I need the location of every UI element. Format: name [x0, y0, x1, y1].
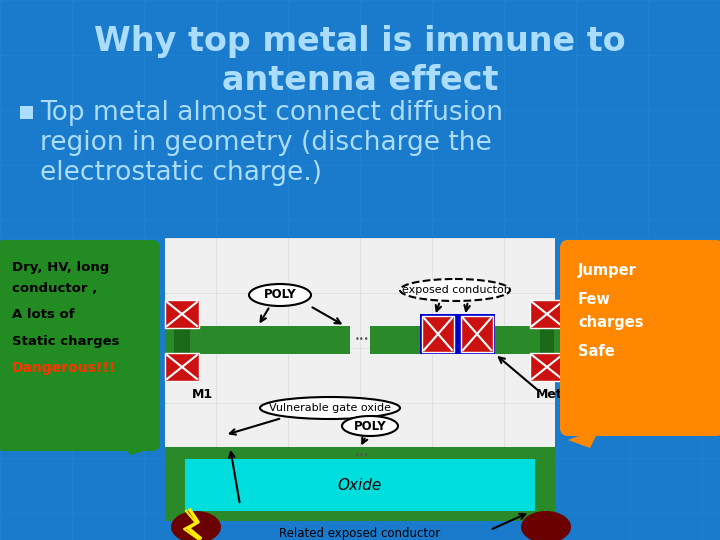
Bar [165, 447, 555, 459]
Text: M1: M1 [192, 388, 212, 401]
Bar [175, 459, 545, 511]
Text: Oxide: Oxide [338, 477, 382, 492]
Bar [165, 326, 350, 354]
Text: Met1: Met1 [536, 388, 572, 401]
Text: Top metal almost connect diffusion: Top metal almost connect diffusion [40, 100, 503, 126]
Polygon shape [120, 438, 155, 455]
Text: POLY: POLY [354, 420, 387, 433]
Ellipse shape [521, 511, 571, 540]
Bar [165, 511, 555, 521]
Text: POLY: POLY [264, 288, 297, 301]
Bar [20, 106, 33, 119]
Text: A lots of: A lots of [12, 308, 75, 321]
Text: region in geometry (discharge the: region in geometry (discharge the [40, 130, 492, 156]
Bar [535, 447, 555, 521]
Text: electrostatic charge.): electrostatic charge.) [40, 160, 322, 186]
Bar [420, 314, 495, 354]
Text: conductor ,: conductor , [12, 281, 97, 294]
Bar [461, 316, 493, 352]
Ellipse shape [342, 416, 398, 436]
Text: Why top metal is immune to: Why top metal is immune to [94, 25, 626, 58]
Bar [555, 238, 720, 540]
Bar [530, 300, 564, 328]
Ellipse shape [171, 511, 221, 540]
Text: Static charges: Static charges [12, 335, 120, 348]
Text: antenna effect: antenna effect [222, 64, 498, 97]
Bar [540, 300, 554, 381]
Bar [422, 316, 454, 352]
Bar [0, 238, 165, 540]
Text: Dangerous!!!: Dangerous!!! [12, 361, 117, 375]
FancyBboxPatch shape [0, 240, 160, 451]
Bar [530, 353, 564, 381]
Bar [0, 238, 720, 540]
Ellipse shape [400, 279, 510, 301]
Bar [165, 353, 199, 381]
FancyBboxPatch shape [560, 240, 720, 436]
Text: Jumper: Jumper [578, 262, 637, 278]
Text: Few: Few [578, 293, 611, 307]
Text: Related exposed conductor: Related exposed conductor [279, 528, 441, 540]
Bar [174, 300, 190, 381]
Text: Vulnerable gate oxide: Vulnerable gate oxide [269, 403, 391, 413]
Ellipse shape [249, 284, 311, 306]
Text: Safe: Safe [578, 345, 615, 360]
Text: charges: charges [578, 314, 644, 329]
Text: exposed conductor: exposed conductor [402, 285, 508, 295]
Bar [370, 326, 565, 354]
Polygon shape [568, 428, 600, 448]
Ellipse shape [260, 397, 400, 419]
Text: •••: ••• [355, 335, 369, 345]
Bar [0, 521, 720, 540]
Bar [165, 300, 199, 328]
Bar [165, 447, 185, 521]
Text: •••: ••• [355, 450, 369, 460]
Text: Dry, HV, long: Dry, HV, long [12, 261, 109, 274]
